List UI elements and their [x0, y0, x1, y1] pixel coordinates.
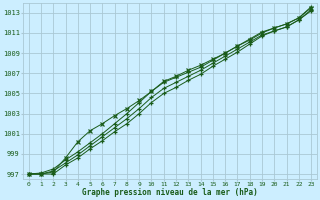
X-axis label: Graphe pression niveau de la mer (hPa): Graphe pression niveau de la mer (hPa): [82, 188, 258, 197]
